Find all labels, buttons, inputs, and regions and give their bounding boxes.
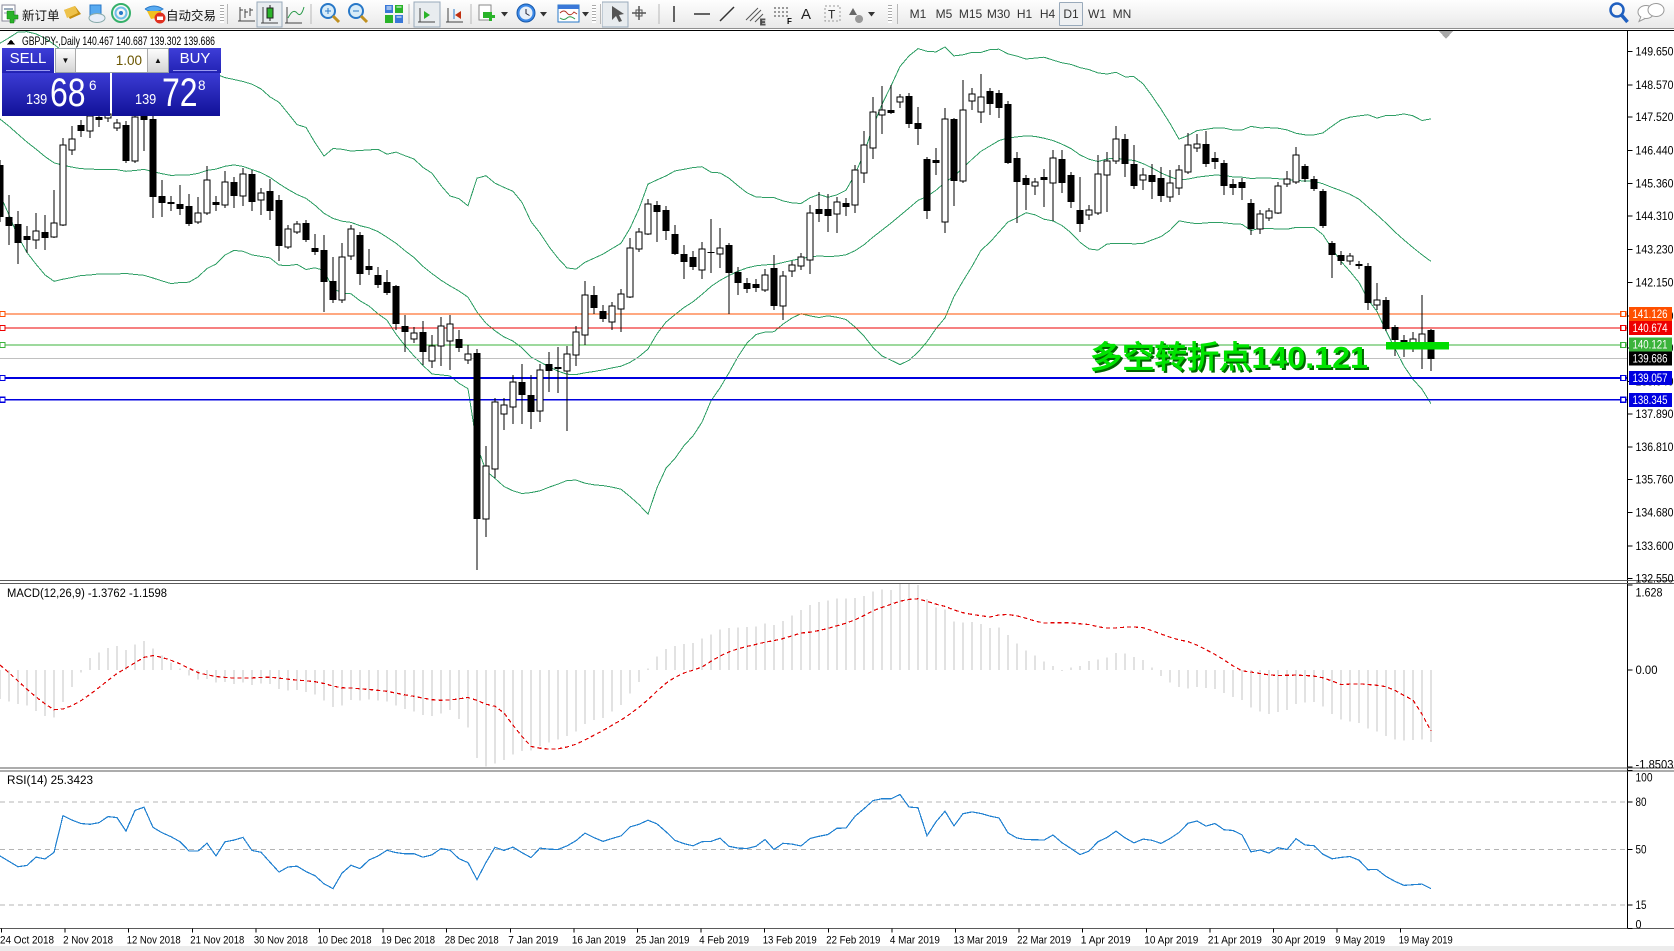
svg-text:22 Feb 2019: 22 Feb 2019	[826, 935, 880, 947]
svg-text:4 Mar 2019: 4 Mar 2019	[890, 935, 940, 947]
svg-text:133.600: 133.600	[1636, 541, 1674, 553]
svg-text:T: T	[828, 8, 836, 22]
svg-text:GBPJPY-,Daily 140.467 140.687: GBPJPY-,Daily 140.467 140.687 139.302 13…	[22, 34, 215, 48]
svg-text:143.230: 143.230	[1636, 244, 1674, 256]
svg-text:80: 80	[1636, 797, 1647, 809]
svg-text:146.440: 146.440	[1636, 145, 1674, 157]
svg-text:50: 50	[1636, 845, 1647, 857]
svg-text:140.674: 140.674	[1633, 323, 1669, 335]
svg-text:4 Feb 2019: 4 Feb 2019	[699, 935, 749, 947]
svg-text:144.310: 144.310	[1636, 211, 1674, 223]
svg-text:A: A	[801, 6, 811, 23]
svg-text:30 Nov 2018: 30 Nov 2018	[254, 935, 308, 947]
svg-text:142.150: 142.150	[1636, 278, 1674, 290]
svg-text:132.550: 132.550	[1636, 573, 1674, 585]
svg-text:2 Nov 2018: 2 Nov 2018	[63, 935, 113, 947]
svg-text:0: 0	[1636, 920, 1642, 932]
svg-text:15: 15	[1636, 900, 1647, 912]
svg-text:1.628: 1.628	[1636, 588, 1663, 600]
svg-text:多空转折点140.121: 多空转折点140.121	[1092, 342, 1370, 377]
svg-text:16 Jan 2019: 16 Jan 2019	[572, 935, 626, 947]
svg-text:F: F	[787, 17, 792, 26]
svg-text:136.810: 136.810	[1636, 442, 1674, 454]
svg-text:9 May 2019: 9 May 2019	[1335, 935, 1385, 947]
svg-text:135.760: 135.760	[1636, 475, 1674, 487]
svg-text:RSI(14) 25.3423: RSI(14) 25.3423	[7, 775, 93, 787]
svg-text:10 Apr 2019: 10 Apr 2019	[1144, 935, 1198, 947]
svg-text:141.126: 141.126	[1633, 309, 1668, 321]
svg-text:30 Apr 2019: 30 Apr 2019	[1272, 935, 1326, 947]
svg-text:28 Dec 2018: 28 Dec 2018	[445, 935, 499, 947]
svg-text:12 Nov 2018: 12 Nov 2018	[127, 935, 181, 947]
svg-text:10 Dec 2018: 10 Dec 2018	[318, 935, 372, 947]
svg-text:MACD(12,26,9) -1.3762 -1.1598: MACD(12,26,9) -1.3762 -1.1598	[7, 588, 167, 600]
svg-text:21 Apr 2019: 21 Apr 2019	[1208, 935, 1262, 947]
svg-text:145.360: 145.360	[1636, 179, 1674, 191]
svg-text:137.890: 137.890	[1636, 409, 1674, 421]
svg-text:19 May 2019: 19 May 2019	[1399, 935, 1453, 947]
svg-text:19 Dec 2018: 19 Dec 2018	[381, 935, 435, 947]
svg-text:100: 100	[1636, 773, 1653, 785]
svg-text:138.345: 138.345	[1633, 395, 1668, 407]
svg-text:24 Oct 2018: 24 Oct 2018	[0, 935, 54, 947]
svg-text:E: E	[760, 18, 766, 27]
svg-text:148.570: 148.570	[1636, 80, 1674, 92]
svg-text:139.057: 139.057	[1633, 373, 1668, 385]
svg-text:13 Mar 2019: 13 Mar 2019	[954, 935, 1008, 947]
svg-text:7 Jan 2019: 7 Jan 2019	[508, 935, 558, 947]
svg-text:22 Mar 2019: 22 Mar 2019	[1017, 935, 1071, 947]
svg-text:139.686: 139.686	[1633, 354, 1668, 366]
svg-text:25 Jan 2019: 25 Jan 2019	[636, 935, 690, 947]
svg-text:13 Feb 2019: 13 Feb 2019	[763, 935, 817, 947]
svg-text:134.680: 134.680	[1636, 508, 1674, 520]
svg-text:1 Apr 2019: 1 Apr 2019	[1081, 935, 1131, 947]
svg-text:多空转折点140.121: 多空转折点140.121	[1090, 340, 1368, 375]
svg-text:-1.8503: -1.8503	[1636, 760, 1674, 772]
svg-text:21 Nov 2018: 21 Nov 2018	[190, 935, 244, 947]
svg-text:140.121: 140.121	[1633, 340, 1668, 352]
svg-text:0.00: 0.00	[1636, 665, 1658, 677]
svg-text:147.520: 147.520	[1636, 112, 1674, 124]
svg-text:149.650: 149.650	[1636, 47, 1674, 59]
